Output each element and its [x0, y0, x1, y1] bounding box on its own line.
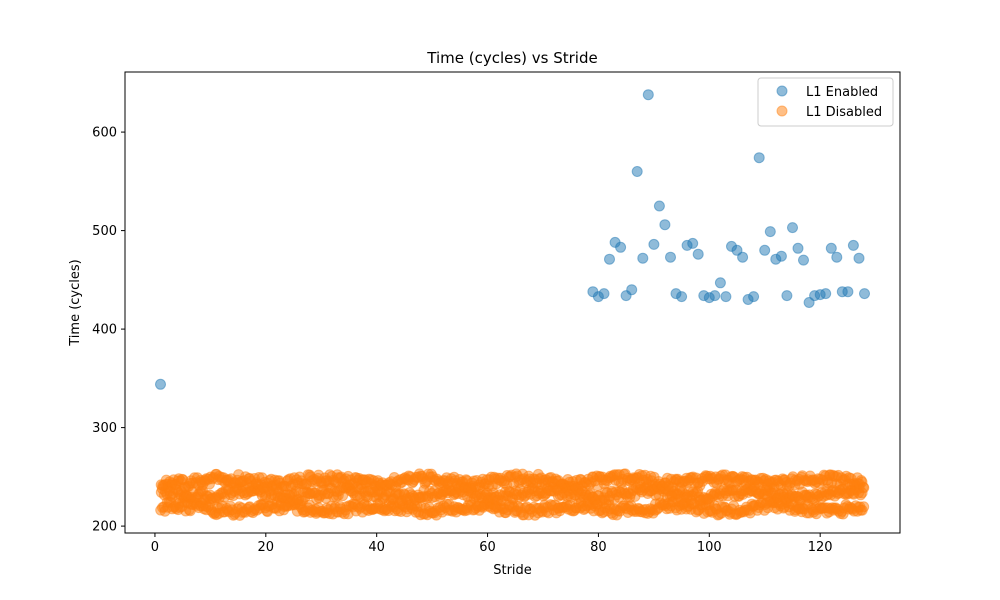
point-l1-enabled: [748, 291, 760, 303]
point-l1-enabled: [831, 251, 843, 263]
point-l1-enabled: [759, 244, 771, 256]
y-tick-label: 400: [92, 323, 117, 338]
legend-label-l1-enabled: L1 Enabled: [806, 85, 878, 100]
point-l1-enabled: [764, 226, 776, 238]
point-l1-enabled: [737, 251, 749, 263]
legend-label-l1-disabled: L1 Disabled: [806, 105, 882, 120]
x-axis-ticks: 0 20 40 60 80 100 120: [151, 533, 833, 555]
y-axis-ticks: 200 300 400 500 600: [92, 126, 125, 535]
point-l1-enabled: [825, 242, 837, 254]
points-layer: [155, 89, 870, 521]
point-l1-enabled: [692, 248, 704, 260]
x-tick-label: 120: [808, 540, 833, 555]
x-tick-label: 60: [479, 540, 496, 555]
point-l1-enabled: [859, 288, 870, 300]
y-tick-label: 200: [92, 520, 117, 535]
plot-frame: [124, 71, 901, 534]
point-l1-enabled: [687, 237, 699, 249]
point-l1-enabled: [653, 200, 665, 212]
point-l1-enabled: [820, 288, 832, 300]
point-l1-enabled: [604, 253, 615, 265]
x-tick-label: 0: [151, 540, 159, 555]
point-l1-enabled: [798, 254, 809, 266]
x-tick-label: 20: [258, 540, 275, 555]
y-tick-label: 500: [92, 224, 117, 239]
legend: L1 Enabled L1 Disabled: [757, 77, 894, 127]
y-tick-label: 600: [92, 126, 117, 141]
point-l1-enabled: [792, 242, 804, 254]
point-l1-enabled: [642, 89, 654, 101]
x-tick-label: 40: [368, 540, 385, 555]
point-l1-disabled: [858, 501, 870, 513]
point-l1-enabled: [781, 290, 793, 302]
point-l1-enabled: [637, 252, 649, 264]
point-l1-enabled: [626, 284, 638, 296]
point-l1-enabled: [714, 277, 726, 289]
point-l1-enabled: [155, 378, 166, 390]
point-l1-enabled: [631, 166, 643, 177]
legend-box: [757, 77, 894, 127]
point-l1-enabled: [775, 250, 787, 262]
x-axis-label: Stride: [493, 563, 532, 578]
point-l1-enabled: [615, 241, 627, 253]
chart-title: Time (cycles) vs Stride: [426, 49, 597, 67]
x-tick-label: 100: [697, 540, 722, 555]
point-l1-enabled: [720, 291, 732, 303]
y-tick-label: 300: [92, 421, 117, 436]
x-tick-label: 80: [590, 540, 607, 555]
point-l1-enabled: [659, 219, 671, 231]
point-l1-enabled: [753, 152, 765, 164]
point-l1-disabled: [857, 481, 869, 493]
y-axis-label: Time (cycles): [68, 259, 83, 346]
legend-marker-l1-enabled: [776, 85, 788, 97]
point-l1-enabled: [709, 290, 721, 302]
point-l1-enabled: [648, 238, 660, 250]
point-l1-enabled: [676, 291, 688, 303]
point-l1-enabled: [842, 286, 854, 298]
point-l1-enabled: [847, 239, 859, 251]
point-l1-enabled: [787, 222, 798, 234]
legend-marker-l1-disabled: [776, 105, 788, 117]
point-l1-enabled: [853, 252, 865, 264]
point-l1-enabled: [665, 251, 676, 263]
point-l1-enabled: [598, 288, 610, 300]
